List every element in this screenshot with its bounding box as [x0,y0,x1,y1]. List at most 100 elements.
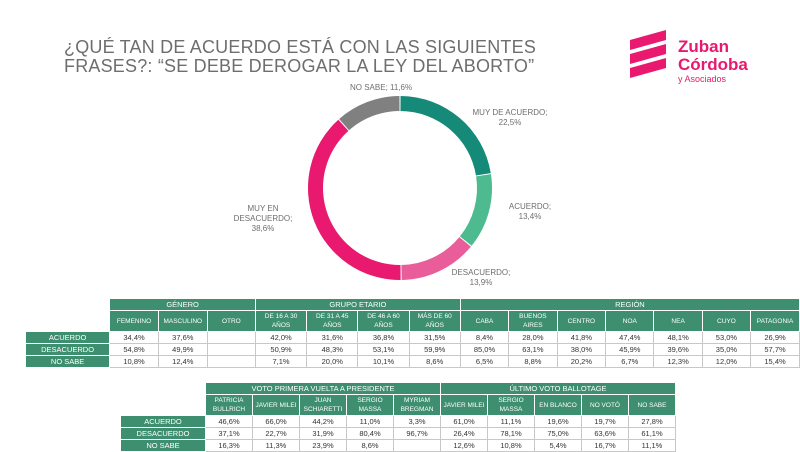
table-row: DESACUERDO 54,8% 49,9% 50,9% 48,3% 53,1% 59,9%… [24,343,800,356]
group-header: GÉNERO [109,298,256,311]
header-blank [121,383,206,395]
table-cell: 15,4% [750,355,800,368]
table-cell: 22,7% [252,427,300,440]
table-cell: 6,5% [459,355,510,368]
slice-acuerdo [459,174,493,246]
column-header: BUENOS AIRES [508,310,558,332]
table-cell: 23,9% [299,439,347,452]
column-header: EN BLANCO [534,394,582,416]
slice-category: MUY DE ACUERDO; [472,108,548,117]
table-vote: VOTO PRIMERA VUELTA A PRESIDENTE ÚLTIMO V… [120,382,676,452]
group-header-row: GÉNERO GRUPO ETARIO REGIÓN [26,298,800,311]
column-header: DE 16 A 30 AÑOS [254,310,308,332]
table-cell: 63,1% [508,343,558,356]
table-cell: 66,0% [252,415,300,428]
column-header: JAVIER MILEI [252,394,300,416]
column-header: DE 46 A 60 AÑOS [357,310,410,332]
logo-sub: y Asociados [678,74,727,84]
table-cell: 63,6% [581,427,629,440]
table-cell: 37,1% [205,427,253,440]
table-cell: 96,7% [393,427,441,440]
slice-muy-en-desacuerdo [308,119,401,280]
column-header: OTRO [206,310,256,332]
label-no-sabe: NO SABE; 11,6% [350,83,430,93]
table-cell: 12,4% [157,355,208,368]
table-row: ACUERDO 34,4% 37,6% 42,0% 31,6% 36,8% 31,5% 8,4… [24,331,800,344]
table-cell: 11,0% [346,415,394,428]
column-header: NO SABE [628,394,676,416]
slice-category: DESACUERDO; [451,268,511,277]
table-cell: 41,8% [556,331,607,344]
row-label: ACUERDO [120,415,206,428]
column-header: CUYO [701,310,752,332]
column-header: SERGIO MASSA [346,394,394,416]
table-cell: 8,6% [408,355,461,368]
column-header-row: FEMENINO MASCULINO OTRO DE 16 A 30 AÑOS DE 3… [26,310,800,332]
table-cell: 44,2% [299,415,347,428]
table-cell: 80,4% [346,427,394,440]
table-cell: 20,0% [306,355,359,368]
row-label: DESACUERDO [24,343,111,356]
slice-desacuerdo [401,237,471,280]
row-label: ACUERDO [24,331,111,344]
column-header: NO VOTÓ [581,394,629,416]
logo-mark-icon [630,30,666,78]
table-row: NO SABE 10,8% 12,4% 7,1% 20,0% 10,1% 8,6% 6,5% 8… [24,355,800,368]
table-cell: 49,9% [157,343,208,356]
table-row: DESACUERDO 37,1% 22,7% 31,9% 80,4% 96,7% 26,4%… [120,427,676,440]
table-cell: 5,4% [534,439,582,452]
table-row: NO SABE 16,3% 11,3% 23,9% 8,6% 12,6% 10,8% 5,4%… [120,439,676,452]
column-header: MYRIAM BREGMAN [393,394,441,416]
table-cell: 26,4% [440,427,488,440]
table-cell: 37,6% [157,331,208,344]
table-cell: 47,4% [605,331,655,344]
group-header: ÚLTIMO VOTO BALLOTAGE [440,382,676,395]
table-cell: 48,1% [653,331,703,344]
column-header: SERGIO MASSA [487,394,535,416]
table-cell: 36,8% [357,331,410,344]
table-demographics: GÉNERO GRUPO ETARIO REGIÓN FEMENINO MASCULIN… [24,298,800,368]
header-blank [26,311,110,332]
table-cell: 3,3% [393,415,441,428]
table-cell: 31,6% [306,331,359,344]
table-cell: 61,0% [440,415,488,428]
table-cell: 11,1% [487,415,535,428]
table-cell: 38,0% [556,343,607,356]
table-cell: 28,0% [508,331,558,344]
table-cell: 10,8% [109,355,159,368]
table-cell: 45,9% [605,343,655,356]
table-cell: 8,4% [459,331,510,344]
table-cell: 7,1% [254,355,308,368]
table-cell: 35,0% [701,343,752,356]
slice-no-sabe [339,96,400,131]
table-cell: 61,1% [628,427,676,440]
table-cell: 6,7% [605,355,655,368]
table-cell: 11,1% [628,439,676,452]
label-acuerdo: ACUERDO; 13,4% [500,202,560,222]
table-cell: 12,3% [653,355,703,368]
brand-logo: Zuban Córdoba y Asociados [626,30,786,90]
table-cell: 39,6% [653,343,703,356]
table-cell: 53,1% [357,343,410,356]
column-header: CABA [459,310,510,332]
column-header: JAVIER MILEI [440,394,488,416]
column-header: CENTRO [556,310,607,332]
table-cell: 10,1% [357,355,410,368]
slice-value: 22,5% [498,118,522,127]
table-row: ACUERDO 46,6% 66,0% 44,2% 11,0% 3,3% 61,0% 11,1… [120,415,676,428]
column-header: MÁS DE 60 AÑOS [408,310,461,332]
table-cell: 16,3% [205,439,253,452]
table-cell [206,343,256,356]
slice-value: 11,6% [390,83,413,92]
slice-value: 13,9% [469,278,493,287]
table-cell: 31,9% [299,427,347,440]
table-cell: 27,8% [628,415,676,428]
column-header: NEA [653,310,703,332]
slice-value: 13,4% [518,212,542,221]
table-cell: 59,9% [408,343,461,356]
table-cell: 57,7% [750,343,800,356]
table-cell: 75,0% [534,427,582,440]
table-cell: 8,8% [508,355,558,368]
header-blank [121,395,206,416]
table-cell [206,355,256,368]
